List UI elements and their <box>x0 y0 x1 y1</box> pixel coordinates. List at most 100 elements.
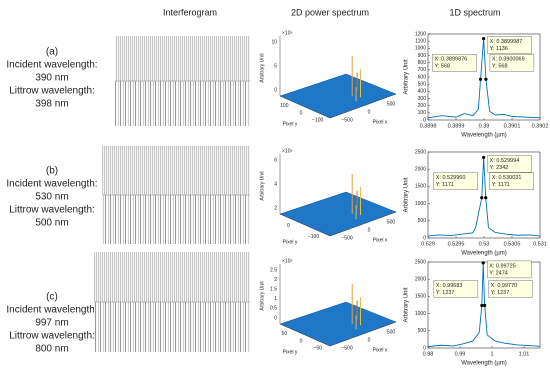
x-tick-label: −500 <box>341 235 352 241</box>
row-tag: (c) <box>46 292 58 303</box>
row-tag: (b) <box>46 166 58 177</box>
datatip-text: Y: 1237 <box>436 290 455 296</box>
x-tick-label: 0.39 <box>479 123 490 129</box>
datatip-marker <box>481 261 485 265</box>
x-tick-label: 0 <box>368 227 371 233</box>
row-text: Incident wavelength: <box>6 179 97 190</box>
column-header: Interferogram <box>163 7 217 17</box>
x-label: Pixel x <box>373 119 388 125</box>
datatip-text: X: 0.99770 <box>491 283 518 289</box>
row-text: 997 nm <box>35 318 68 329</box>
row-text: Littrow wavelength: <box>9 86 95 97</box>
datatip-box <box>432 54 477 72</box>
x-label: Wavelength (µm) <box>461 361 507 367</box>
z-tick-label: 2 <box>274 205 277 211</box>
y-tick-label: 1000 <box>415 311 426 317</box>
x-label: Wavelength (µm) <box>461 133 507 139</box>
datatip-box <box>433 172 478 190</box>
x-axis <box>329 211 397 237</box>
x-label: Wavelength (µm) <box>461 251 507 257</box>
datatip-box <box>487 155 532 173</box>
y-tick-label: 500 <box>418 328 427 334</box>
z-tick-label: 0 <box>274 315 277 321</box>
interferogram-wide <box>94 302 250 352</box>
z-label: Arbitrary Unit <box>259 53 265 83</box>
y-axis <box>279 323 331 347</box>
y-tick-label: −100 <box>312 118 323 124</box>
y-tick-label: 900 <box>418 53 427 59</box>
datatip-text: X: 0.529960 <box>436 175 466 181</box>
x-tick-label: 0.98 <box>423 351 434 357</box>
row-text: 390 nm <box>35 73 68 84</box>
z-tick-label: 2.5 <box>270 267 277 273</box>
y-tick-label: 500 <box>418 218 427 224</box>
x-tick-label: 0.3898 <box>420 123 437 129</box>
x-tick-label: 0.529 <box>421 241 435 247</box>
y-tick-label: 1100 <box>415 38 426 44</box>
datatip-marker <box>484 77 488 81</box>
z-tick-label: 5 <box>274 63 277 69</box>
datatip-text: Y: 1171 <box>492 182 510 188</box>
datatip-text: X: 0.99725 <box>489 263 516 269</box>
y-label: Arbitrary Unit <box>404 59 410 94</box>
y-tick-label: 1200 <box>415 31 426 37</box>
x-tick-label: 1 <box>490 351 493 357</box>
z-label: Arbitrary Unit <box>259 281 265 311</box>
datatip-text: X: 0.3899987 <box>490 39 523 45</box>
datatip-text: Y: 1237 <box>491 290 510 296</box>
row-text: 398 nm <box>35 99 68 110</box>
exponent: ×10⁵ <box>282 30 293 36</box>
row-text: Incident wavelength: <box>6 305 97 316</box>
row-text: Incident wavelength: <box>6 60 97 71</box>
datatip-marker <box>480 196 484 200</box>
y-tick-label: 100 <box>418 110 427 116</box>
column-header: 2D power spectrum <box>291 7 369 17</box>
z-tick-label: 0 <box>274 87 277 93</box>
exponent: ×10⁵ <box>282 148 293 154</box>
surface-floor <box>279 73 397 119</box>
datatip-text: Y: 568 <box>435 64 451 70</box>
y-tick-label: 0 <box>423 117 426 123</box>
x-tick-label: 0 <box>368 109 371 115</box>
interferogram-fine <box>115 36 250 81</box>
z-label: Arbitrary Unit <box>259 171 265 201</box>
x-tick-label: 0.53 <box>479 241 490 247</box>
x-tick-label: 500 <box>387 219 396 225</box>
y-tick-label: 1000 <box>415 46 426 52</box>
y-tick-label: 2000 <box>415 277 426 283</box>
column-header: 1D spectrum <box>449 7 500 17</box>
datatip-text: X: 0.530031 <box>492 175 522 181</box>
y-tick-label: 600 <box>418 74 427 80</box>
y-tick-label: 2500 <box>415 259 426 265</box>
y-tick-label: 1000 <box>415 201 426 207</box>
row-text: Littrow wavelength: <box>9 331 95 342</box>
x-tick-label: 1.01 <box>519 351 530 357</box>
datatip-text: Y: 568 <box>492 64 508 70</box>
y-tick-label: 0 <box>300 110 303 116</box>
x-tick-label: 0.99 <box>455 351 466 357</box>
datatip-marker <box>484 196 488 200</box>
row-text: Littrow wavelength: <box>9 205 95 216</box>
x-tick-label: 0.5305 <box>504 241 521 247</box>
z-tick-label: 1 <box>274 296 277 302</box>
y-tick-label: 200 <box>418 103 427 109</box>
y-label: Arbitrary Unit <box>404 177 410 212</box>
datatip-text: Y: 1136 <box>490 46 508 52</box>
datatip-text: Y: 2474 <box>489 270 508 276</box>
datatip-box <box>487 260 532 279</box>
x-tick-label: −500 <box>341 117 352 123</box>
y-tick-label: 2000 <box>415 167 426 173</box>
z-tick-label: 10 <box>271 39 277 45</box>
x-label: Pixel x <box>373 347 388 353</box>
datatip-marker <box>480 303 484 308</box>
x-tick-label: 0.3901 <box>504 123 521 129</box>
exponent: ×10⁵ <box>282 258 293 264</box>
y-tick-label: 300 <box>418 96 427 102</box>
x-tick-label: −500 <box>341 345 352 351</box>
x-axis <box>329 93 397 119</box>
surface-floor <box>279 191 397 237</box>
row-text: 800 nm <box>35 344 68 355</box>
x-label: Pixel x <box>373 237 388 243</box>
